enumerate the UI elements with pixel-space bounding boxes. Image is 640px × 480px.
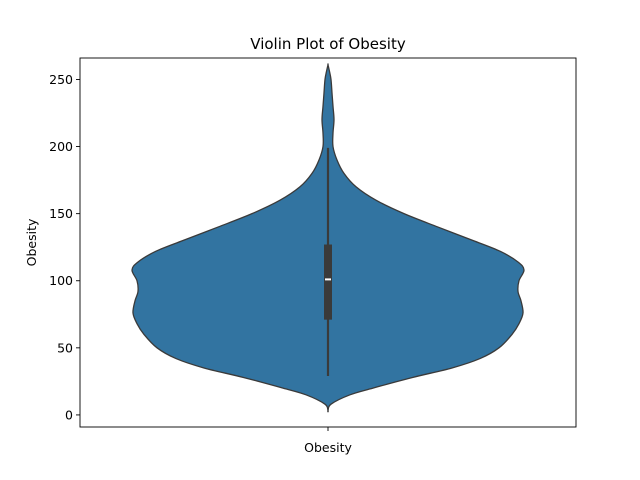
- y-tick-label: 0: [65, 407, 73, 422]
- y-tick-label: 50: [57, 340, 73, 355]
- y-tick-label: 150: [49, 206, 73, 221]
- x-axis-ticks: Obesity: [304, 427, 352, 455]
- y-tick-label: 200: [49, 139, 73, 154]
- y-tick-label: 100: [49, 273, 73, 288]
- iqr-box: [324, 244, 332, 320]
- y-axis-ticks: 0 50 100 150 200 250: [49, 72, 80, 422]
- y-axis-label: Obesity: [24, 218, 39, 266]
- x-tick-label: Obesity: [304, 440, 352, 455]
- chart-title: Violin Plot of Obesity: [250, 35, 406, 53]
- y-tick-label: 250: [49, 72, 73, 87]
- plot-area: [131, 63, 525, 413]
